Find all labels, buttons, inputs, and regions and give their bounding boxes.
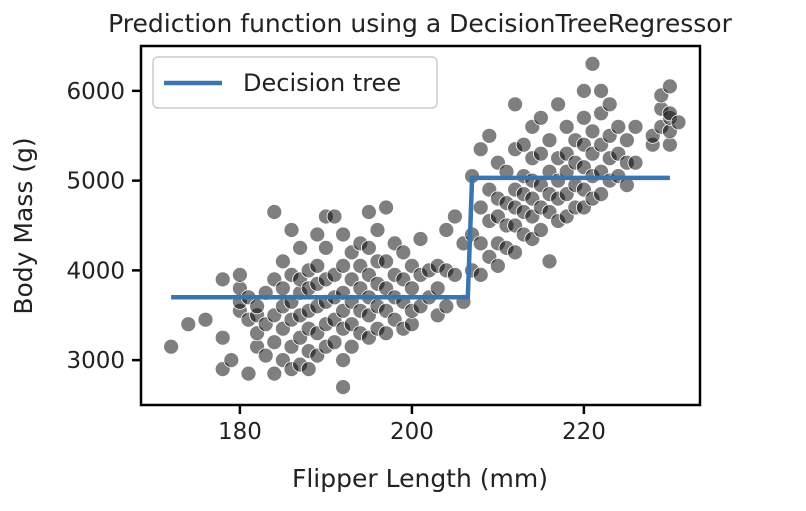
scatter-point [593,186,609,203]
y-tick-label: 3000 [66,348,125,374]
scatter-point [317,239,334,256]
scatter-point [403,316,420,333]
scatter-point [214,271,231,288]
scatter-point [378,253,395,270]
y-axis-label: Body Mass (g) [9,137,38,314]
scatter-point [266,334,283,351]
scatter-point [489,257,506,274]
scatter-point [619,132,635,149]
scatter-point [300,361,317,378]
scatter-point [360,239,377,256]
scatter-point [180,316,197,333]
scatter-point [472,266,489,283]
y-tick-label: 6000 [66,79,125,105]
scatter-point [558,118,575,135]
scatter-point [472,235,489,252]
scatter-point [335,352,352,369]
chart-title: Prediction function using a DecisionTree… [108,9,732,38]
scatter-point [472,199,489,216]
legend-box [152,56,438,109]
scatter-point [472,141,489,158]
scatter-point [266,365,283,382]
y-tick-label: 5000 [66,169,125,195]
scatter-point [309,257,326,274]
scatter-point [601,96,618,113]
scatter-point [662,136,678,153]
scatter-point [378,199,395,216]
scatter-point [507,96,523,113]
x-tick-label: 200 [390,419,434,445]
scatter-point [481,127,498,144]
x-axis-label: Flipper Length (mm) [292,464,548,493]
scatter-point [610,118,627,135]
scatter-point [541,132,558,149]
scatter-point [584,56,601,72]
x-tick-label: 220 [562,419,606,445]
scatter-point [326,334,343,351]
scatter-point [335,257,352,274]
scatter-point [576,83,592,99]
scatter-point [326,208,343,225]
decision-tree-line-group [171,175,670,300]
scatter-point [670,114,687,131]
decision-tree-line [171,175,670,300]
scatter-point [197,311,214,328]
scatter-point [360,204,377,220]
scatter-point [438,222,455,238]
scatter-point [335,226,352,243]
scatter-point [274,280,291,297]
scatter-point [515,136,532,153]
scatter-point [335,379,352,396]
scatter-point [662,78,678,95]
legend: Decision tree [152,56,438,109]
x-tick-label: 180 [218,419,262,445]
x-axis-ticks: 180 200 220 [218,405,606,445]
scatter-point [507,244,523,261]
scatter-point [403,280,420,297]
scatter-point [533,222,549,238]
scatter-point [163,338,180,355]
scatter-point [369,222,386,238]
scatter-point [223,352,240,369]
scatter-point [533,109,549,126]
scatter-point [533,145,549,162]
scatter-point [249,298,266,315]
scatter-point [446,266,463,283]
scatter-points [163,56,687,396]
y-axis-ticks: 3000 4000 5000 6000 [66,79,141,374]
scatter-point [378,325,395,342]
scatter-point [257,347,274,364]
scatter-point [584,123,601,140]
scatter-point [343,338,360,355]
scatter-point [593,83,609,99]
scatter-point [627,154,644,171]
scatter-point [240,365,257,382]
scatter-point [309,226,326,243]
scatter-point [412,231,429,247]
scatter-point [292,239,309,256]
scatter-point [446,208,463,225]
legend-label: Decision tree [243,69,401,97]
scatter-point [576,109,592,126]
scatter-point [214,329,231,346]
y-tick-label: 4000 [66,258,125,284]
scatter-point [438,298,455,315]
plot-frame [139,44,702,407]
scatter-point [627,118,644,135]
scatter-point [274,253,291,270]
scatter-point [395,244,412,261]
scatter-point [266,204,283,220]
scatter-point [429,280,446,297]
scatter-point [541,253,558,270]
scatter-point [231,266,248,283]
scatter-point [550,96,566,113]
scatter-point [283,222,300,238]
